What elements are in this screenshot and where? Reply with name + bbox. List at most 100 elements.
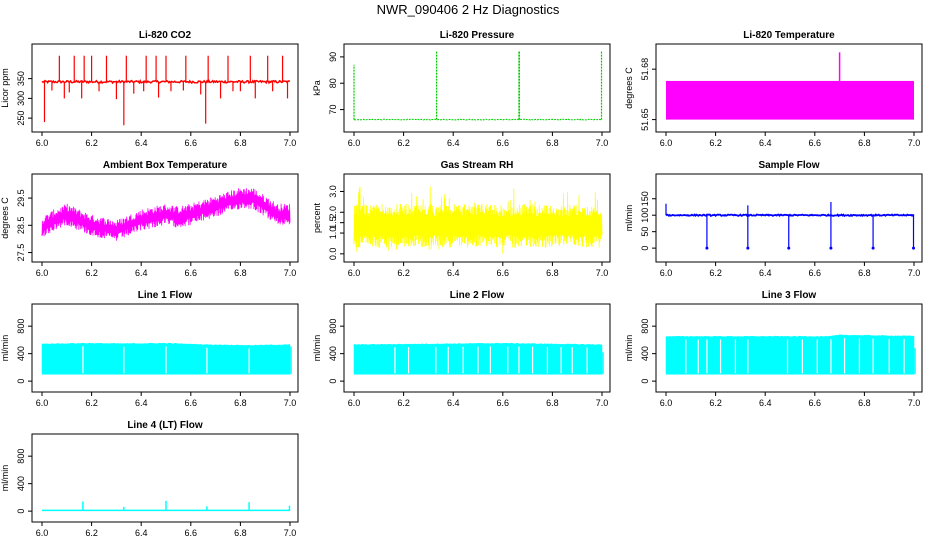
x-tick-label: 6.0 [660, 268, 673, 278]
y-tick-label: 2.0 [328, 206, 338, 219]
chart-panel: Gas Stream RH percent 6.0 6.2 6.4 6.6 6.8 7.0 0.… [312, 160, 611, 278]
y-tick-label: 400 [16, 476, 26, 491]
figure-title: NWR_090406 2 Hz Diagnostics [377, 2, 560, 17]
x-tick-label: 6.4 [447, 138, 460, 148]
x-tick-label: 6.0 [36, 528, 49, 538]
x-tick-label: 6.0 [660, 398, 673, 408]
y-tick-label: 1.5 [328, 216, 338, 229]
plot-frame [31, 433, 299, 523]
plot-frame [655, 43, 923, 133]
x-tick-label: 6.4 [447, 398, 460, 408]
x-tick-label: 6.6 [185, 528, 198, 538]
y-tick-label: 400 [328, 346, 338, 361]
plot-frame [31, 173, 299, 263]
y-tick-label: 1.0 [328, 227, 338, 240]
x-tick-label: 6.6 [809, 138, 822, 148]
x-tick-label: 6.4 [135, 138, 148, 148]
x-tick-label: 6.4 [135, 528, 148, 538]
x-tick-label: 7.0 [284, 138, 297, 148]
series-line [665, 213, 915, 218]
y-tick-label: 800 [328, 319, 338, 334]
dip-point [787, 246, 791, 250]
y-axis-label: Licor ppm [0, 68, 10, 108]
chart-title: Li-820 Temperature [743, 30, 835, 41]
chart-panel: Li-820 Temperature degrees C 6.0 6.2 6.4 6.6 6… [624, 30, 923, 148]
x-tick-label: 6.0 [348, 268, 361, 278]
y-tick-label: 800 [640, 319, 650, 334]
x-tick-label: 7.0 [284, 528, 297, 538]
chart-panel: Li-820 CO2 Licor ppm 6.0 6.2 6.4 6.6 6.8 7.0 250… [0, 30, 299, 148]
x-tick-label: 6.2 [709, 268, 722, 278]
x-tick-label: 6.6 [185, 398, 198, 408]
plot-frame [343, 303, 611, 393]
chart-title: Ambient Box Temperature [103, 160, 228, 171]
x-tick-label: 6.4 [759, 268, 772, 278]
y-tick-label: 29.5 [16, 189, 26, 207]
x-tick-label: 7.0 [908, 268, 921, 278]
x-tick-label: 6.2 [397, 268, 410, 278]
x-tick-label: 7.0 [596, 268, 609, 278]
y-axis-label: degrees C [624, 67, 634, 109]
x-tick-label: 7.0 [284, 398, 297, 408]
x-tick-label: 6.2 [85, 398, 98, 408]
x-tick-label: 6.8 [546, 138, 559, 148]
x-tick-label: 6.8 [234, 398, 247, 408]
y-axis-label: degrees C [0, 197, 10, 239]
chart-panel: Line 1 Flow ml/min 6.0 6.2 6.4 6.6 6.8 7.0 0 400 8… [0, 290, 299, 408]
x-tick-label: 6.0 [660, 138, 673, 148]
plot-frame [31, 303, 299, 393]
panels: Li-820 CO2 Licor ppm 6.0 6.2 6.4 6.6 6.8 7.0 250… [0, 30, 923, 538]
chart-title: Line 2 Flow [450, 290, 505, 301]
chart-panel: Ambient Box Temperature degrees C 6.0 6.2 6.… [0, 160, 299, 278]
x-tick-label: 6.4 [447, 268, 460, 278]
chart-title: Gas Stream RH [441, 160, 514, 171]
y-tick-label: 250 [16, 111, 26, 126]
plot-frame [343, 43, 611, 133]
y-axis-label: ml/min [0, 335, 10, 362]
x-tick-label: 6.0 [36, 398, 49, 408]
x-tick-label: 6.6 [497, 268, 510, 278]
y-axis-label: kPa [312, 80, 322, 96]
x-tick-label: 6.6 [497, 398, 510, 408]
chart-title: Li-820 CO2 [139, 30, 192, 41]
y-tick-label: 400 [16, 346, 26, 361]
x-tick-label: 6.8 [234, 528, 247, 538]
x-tick-label: 7.0 [908, 398, 921, 408]
x-tick-label: 6.4 [135, 398, 148, 408]
y-tick-label: 0 [16, 379, 26, 384]
y-tick-label: 800 [16, 319, 26, 334]
y-tick-label: 0 [16, 509, 26, 514]
x-tick-label: 6.0 [348, 138, 361, 148]
x-tick-label: 6.8 [546, 398, 559, 408]
chart-panel: Line 2 Flow ml/min 6.0 6.2 6.4 6.6 6.8 7.0 0 400 8… [312, 290, 611, 408]
x-tick-label: 6.4 [759, 138, 772, 148]
y-axis-label: percent [312, 202, 322, 233]
x-tick-label: 6.0 [36, 138, 49, 148]
y-tick-label: 0 [640, 246, 650, 251]
x-tick-label: 6.6 [809, 268, 822, 278]
y-tick-label: 70 [328, 105, 338, 115]
chart-title: Line 4 (LT) Flow [127, 420, 203, 431]
series-line [353, 186, 603, 254]
x-tick-label: 6.2 [709, 138, 722, 148]
y-tick-label: 150 [640, 191, 650, 206]
dip-point [829, 246, 833, 250]
x-tick-label: 6.8 [858, 398, 871, 408]
y-tick-label: 50 [640, 227, 650, 237]
x-tick-label: 6.4 [135, 268, 148, 278]
series-band [665, 334, 915, 375]
x-tick-label: 7.0 [596, 138, 609, 148]
x-tick-label: 6.6 [185, 268, 198, 278]
y-tick-label: 27.5 [16, 244, 26, 262]
x-tick-label: 6.2 [85, 528, 98, 538]
x-tick-label: 6.6 [497, 138, 510, 148]
plot-frame [655, 303, 923, 393]
chart-panel: Line 3 Flow ml/min 6.0 6.2 6.4 6.6 6.8 7.0 0 400 8… [624, 290, 923, 408]
x-tick-label: 6.8 [234, 138, 247, 148]
x-tick-label: 6.2 [397, 138, 410, 148]
y-tick-label: 300 [16, 91, 26, 106]
series-band [666, 80, 914, 120]
chart-panel: Sample Flow ml/min 6.0 6.2 6.4 6.6 6.8 7.0 0 50 10… [624, 160, 923, 278]
y-tick-label: 90 [328, 52, 338, 62]
y-tick-label: 0 [640, 379, 650, 384]
